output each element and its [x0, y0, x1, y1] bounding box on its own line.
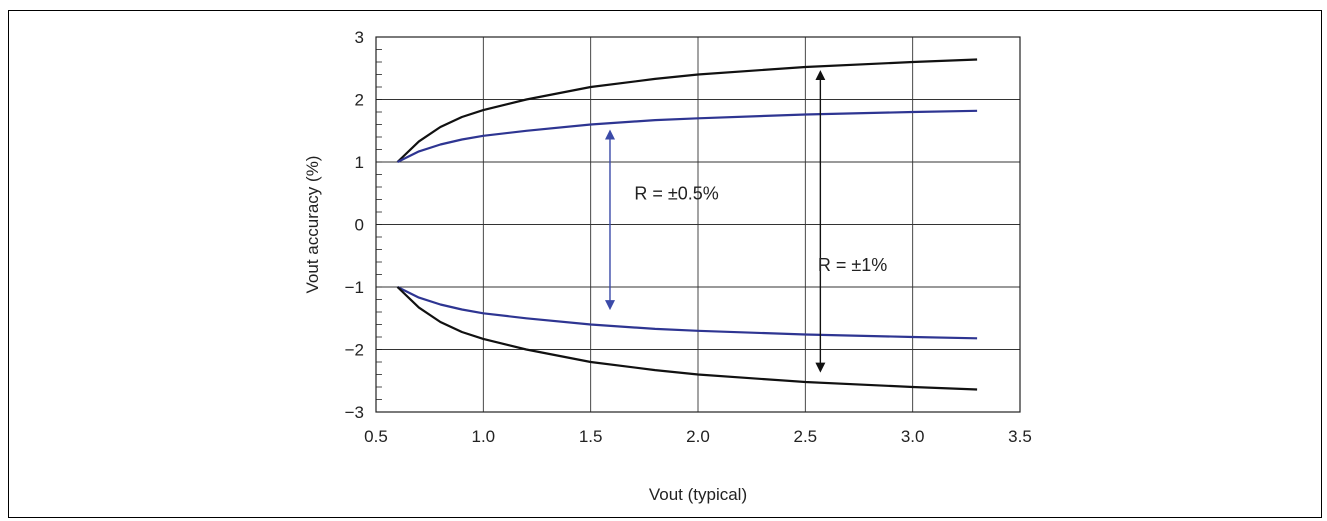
- y-tick-label: −1: [345, 278, 364, 297]
- y-tick-label: −3: [345, 403, 364, 422]
- annotations: R = ±0.5% R = ±1%: [604, 70, 887, 373]
- series-line-3: [397, 286, 978, 340]
- y-tick-label: 2: [355, 91, 364, 110]
- grid-lines: [375, 36, 1021, 413]
- y-axis-label: Vout accuracy (%): [303, 156, 322, 294]
- series-line-1: [396, 58, 978, 163]
- x-tick-label: 0.5: [364, 427, 388, 446]
- x-tick-label: 2.0: [686, 427, 710, 446]
- series-line-4: [396, 286, 978, 391]
- x-tick-label: 1.5: [579, 427, 603, 446]
- y-tick-label: 0: [355, 216, 364, 235]
- tick-labels: 0.5 1.0 1.5 2.0 2.5 3.0 3.5 −3 −2 −1 0 1 2 3: [345, 28, 1032, 446]
- plot-axes: [375, 36, 1021, 413]
- y-tick-label: 1: [355, 153, 364, 172]
- x-tick-label: 3.5: [1008, 427, 1032, 446]
- series-line-2: [397, 109, 978, 163]
- x-tick-label: 3.0: [901, 427, 925, 446]
- range-annotation-2: R = ±1%: [818, 255, 887, 275]
- x-tick-label: 1.0: [472, 427, 496, 446]
- x-axis-label: Vout (typical): [649, 485, 747, 504]
- y-tick-label: 3: [355, 28, 364, 47]
- range-annotation-1: R = ±0.5%: [634, 183, 718, 203]
- y-tick-label: −2: [345, 341, 364, 360]
- figure-frame: [8, 10, 1322, 518]
- x-tick-label: 2.5: [794, 427, 818, 446]
